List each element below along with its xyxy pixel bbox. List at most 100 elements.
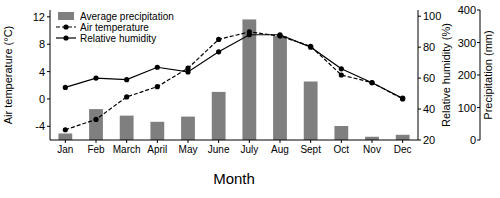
bar [212, 92, 226, 140]
x-tick [341, 140, 342, 143]
y-tick [47, 44, 50, 45]
y-tick-label: 200 [458, 69, 476, 81]
line [65, 35, 402, 98]
marker [63, 85, 68, 90]
marker [339, 72, 344, 77]
marker [93, 117, 98, 122]
x-tick-label: Nov [363, 144, 381, 155]
inner-right-axis-line [418, 10, 419, 140]
x-axis-title: Month [213, 170, 255, 187]
bar [89, 109, 103, 140]
legend: Average precipitationAir temperatureRela… [56, 11, 174, 44]
marker [400, 96, 405, 101]
y-tick-label: -4 [35, 120, 45, 132]
marker [216, 49, 221, 54]
line [65, 32, 402, 130]
marks [58, 19, 409, 140]
y-tick [418, 47, 421, 48]
legend-marker [63, 24, 68, 29]
marker [308, 45, 313, 50]
y-tick-label: 100 [458, 102, 476, 114]
y-tick [418, 16, 421, 17]
marker [185, 69, 190, 74]
chart: Jan Feb March April May June July Aug Sept Oct Nov… [0, 0, 500, 198]
marker [63, 127, 68, 132]
x-tick-label: Dec [394, 144, 412, 155]
marker [93, 75, 98, 80]
x-tick [249, 140, 250, 143]
left-axis-line [50, 10, 51, 140]
x-tick-label: July [240, 144, 258, 155]
y-tick [418, 78, 421, 79]
y-tick [477, 140, 480, 141]
marker [155, 84, 160, 89]
x-tick-label: June [208, 144, 230, 155]
y-tick [47, 71, 50, 72]
marker [216, 37, 221, 42]
legend-marker [63, 35, 68, 40]
legend-label: Air temperature [80, 22, 149, 33]
legend-label: Relative humidity [80, 33, 156, 44]
x-tick [96, 140, 97, 143]
marker [247, 32, 252, 37]
marker [124, 94, 129, 99]
legend-label: Average precipitation [80, 11, 174, 22]
marker [155, 65, 160, 70]
y-tick [47, 16, 50, 17]
y-tick-label: 0 [470, 134, 476, 146]
bar [304, 82, 318, 141]
y-tick [47, 126, 50, 127]
marker [124, 77, 129, 82]
bar [58, 134, 72, 141]
y-tick-label: 4 [39, 66, 45, 78]
x-tick-label: Jan [57, 144, 73, 155]
x-tick-label: Oct [334, 144, 350, 155]
chart-root: Jan Feb March April May June July Aug Sept Oct Nov… [0, 0, 500, 198]
x-tick [402, 140, 403, 143]
bar [181, 117, 195, 140]
legend-swatch [58, 12, 74, 20]
x-tick [157, 140, 158, 143]
x-tick [280, 140, 281, 143]
x-tick-label: May [179, 144, 198, 155]
x-tick [65, 140, 66, 143]
y-tick [418, 140, 421, 141]
y-tick-label: 400 [458, 4, 476, 16]
y-tick [477, 107, 480, 108]
y-axis-title: Precipitation (mm) [482, 30, 494, 119]
x-tick [372, 140, 373, 143]
y-tick [418, 109, 421, 110]
marker [339, 66, 344, 71]
y-tick-label: 40 [423, 103, 435, 115]
marker [277, 32, 282, 37]
marker [369, 80, 374, 85]
x-tick-label: March [113, 144, 141, 155]
y-tick-label: 80 [423, 41, 435, 53]
x-tick [188, 140, 189, 143]
bar [150, 122, 164, 140]
y-tick-label: 8 [39, 38, 45, 50]
y-axis-title: Relative humidity (%) [440, 23, 452, 127]
y-tick [477, 42, 480, 43]
marker [369, 80, 374, 85]
bar [273, 36, 287, 140]
y-tick-label: 20 [423, 134, 435, 146]
x-tick-label: Sept [300, 144, 321, 155]
marker [400, 96, 405, 101]
y-tick-label: 12 [33, 11, 45, 23]
y-tick [477, 10, 480, 11]
y-tick-label: 100 [423, 10, 441, 22]
marker [308, 44, 313, 49]
y-tick-label: 300 [458, 37, 476, 49]
y-tick [477, 75, 480, 76]
x-axis-line [50, 140, 418, 141]
x-tick-label: April [147, 144, 167, 155]
bar [334, 126, 348, 140]
y-axis-title: Air temperature (°C) [2, 26, 14, 125]
bar [396, 135, 410, 140]
y-tick-label: 0 [39, 93, 45, 105]
x-tick [310, 140, 311, 143]
axes: Jan Feb March April May June July Aug Sept Oct Nov… [2, 4, 494, 187]
x-tick-label: Feb [87, 144, 105, 155]
x-tick-label: Aug [271, 144, 289, 155]
